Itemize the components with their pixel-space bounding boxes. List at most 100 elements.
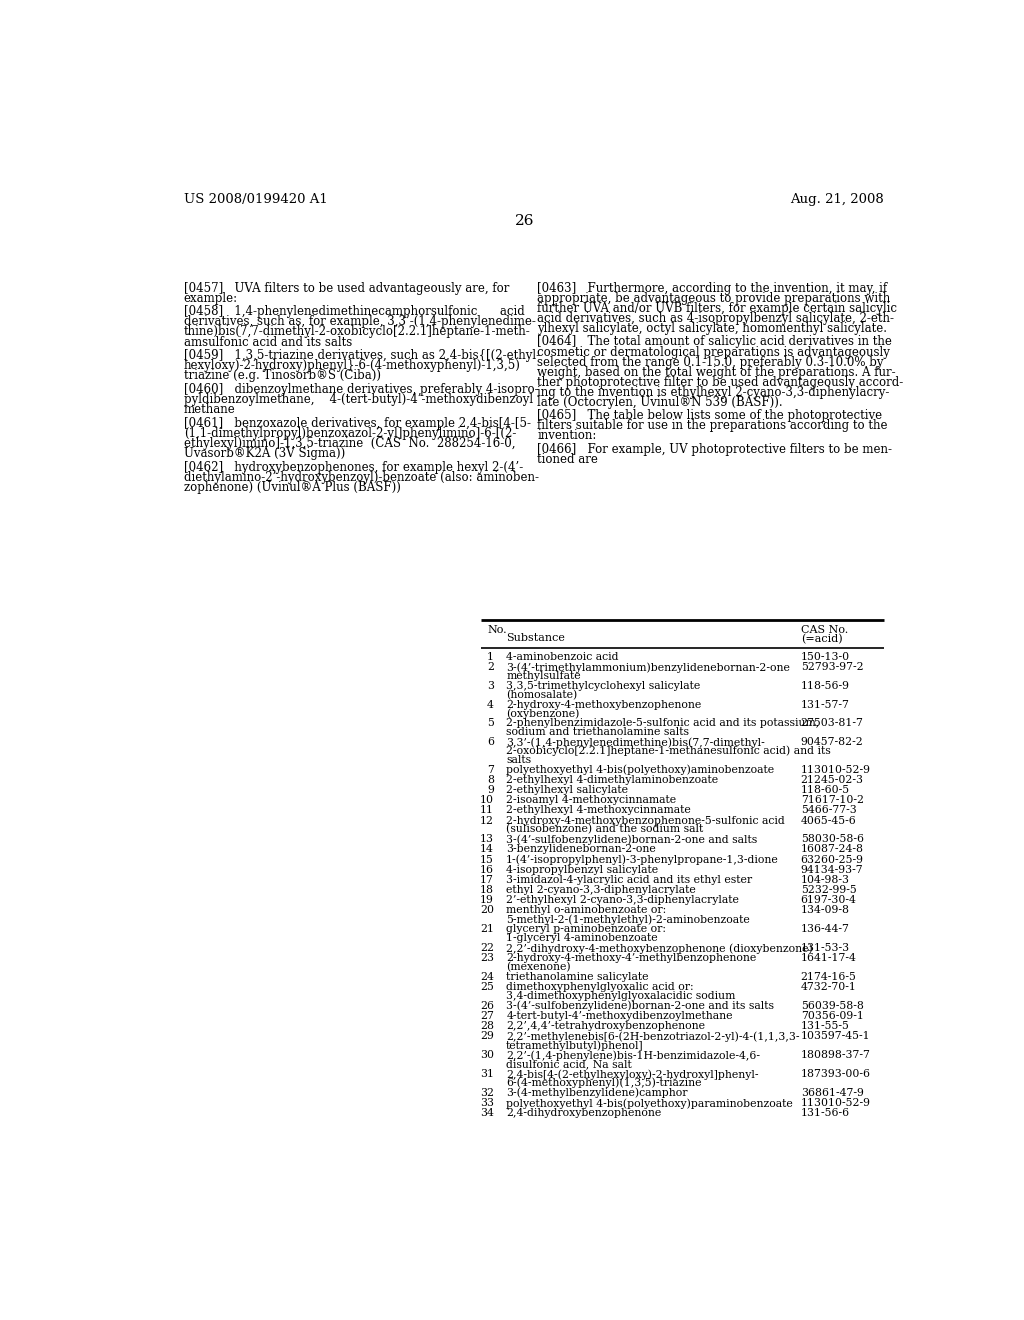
Text: 36861-47-9: 36861-47-9 bbox=[801, 1088, 863, 1098]
Text: 3-(4’-sulfobenzylidene)bornan-2-one and salts: 3-(4’-sulfobenzylidene)bornan-2-one and … bbox=[506, 834, 758, 845]
Text: 4732-70-1: 4732-70-1 bbox=[801, 982, 856, 993]
Text: 3,3’-(1,4-phenylenedimethine)bis(7,7-dimethyl-: 3,3’-(1,4-phenylenedimethine)bis(7,7-dim… bbox=[506, 738, 765, 748]
Text: 6197-30-4: 6197-30-4 bbox=[801, 895, 856, 906]
Text: 13: 13 bbox=[480, 834, 494, 845]
Text: 2: 2 bbox=[486, 663, 494, 672]
Text: 2174-16-5: 2174-16-5 bbox=[801, 972, 856, 982]
Text: 2,4-bis[4-(2-ethylhexyloxy)-2-hydroxyl]phenyl-: 2,4-bis[4-(2-ethylhexyloxy)-2-hydroxyl]p… bbox=[506, 1069, 759, 1080]
Text: [0460]   dibenzoylmethane derivatives, preferably 4-isopro-: [0460] dibenzoylmethane derivatives, pre… bbox=[183, 383, 539, 396]
Text: 2-isoamyl 4-methoxycinnamate: 2-isoamyl 4-methoxycinnamate bbox=[506, 795, 676, 805]
Text: 1-(4’-isopropylphenyl)-3-phenylpropane-1,3-dione: 1-(4’-isopropylphenyl)-3-phenylpropane-1… bbox=[506, 854, 779, 865]
Text: 3-imidazol-4-ylacrylic acid and its ethyl ester: 3-imidazol-4-ylacrylic acid and its ethy… bbox=[506, 875, 753, 884]
Text: [0466]   For example, UV photoprotective filters to be men-: [0466] For example, UV photoprotective f… bbox=[538, 444, 892, 457]
Text: polyethoxyethyl 4-bis(polyethoxy)paraminobenzoate: polyethoxyethyl 4-bis(polyethoxy)paramin… bbox=[506, 1098, 793, 1109]
Text: hexyloxy)-2-hydroxy)phenyl}-6-(4-methoxyphenyl)-1,3,5): hexyloxy)-2-hydroxy)phenyl}-6-(4-methoxy… bbox=[183, 359, 520, 372]
Text: 2’-ethylhexyl 2-cyano-3,3-diphenylacrylate: 2’-ethylhexyl 2-cyano-3,3-diphenylacryla… bbox=[506, 895, 739, 906]
Text: ing to the invention is ethylhexyl 2-cyano-3,3-diphenylacry-: ing to the invention is ethylhexyl 2-cya… bbox=[538, 385, 890, 399]
Text: 25: 25 bbox=[480, 982, 494, 993]
Text: 3-(4-methylbenzylidene)camphor: 3-(4-methylbenzylidene)camphor bbox=[506, 1088, 688, 1098]
Text: [0457]   UVA filters to be used advantageously are, for: [0457] UVA filters to be used advantageo… bbox=[183, 281, 509, 294]
Text: 15: 15 bbox=[480, 854, 494, 865]
Text: 70356-09-1: 70356-09-1 bbox=[801, 1011, 863, 1022]
Text: 2-ethylhexyl 4-methoxycinnamate: 2-ethylhexyl 4-methoxycinnamate bbox=[506, 805, 691, 816]
Text: 6-(4-methoxyphenyl)(1,3,5)-triazine: 6-(4-methoxyphenyl)(1,3,5)-triazine bbox=[506, 1077, 701, 1088]
Text: (1,1-dimethylpropyl)benzoxazol-2-yl]phenylimino]-6-[(2-: (1,1-dimethylpropyl)benzoxazol-2-yl]phen… bbox=[183, 428, 516, 440]
Text: 131-56-6: 131-56-6 bbox=[801, 1107, 850, 1118]
Text: 1: 1 bbox=[486, 652, 494, 661]
Text: 3,4-dimethoxyphenylglyoxalacidic sodium: 3,4-dimethoxyphenylglyoxalacidic sodium bbox=[506, 991, 735, 1001]
Text: 104-98-3: 104-98-3 bbox=[801, 875, 850, 884]
Text: 2,2’-dihydroxy-4-methoxybenzophenone (dioxybenzone): 2,2’-dihydroxy-4-methoxybenzophenone (di… bbox=[506, 942, 813, 953]
Text: 131-53-3: 131-53-3 bbox=[801, 942, 850, 953]
Text: methane: methane bbox=[183, 404, 236, 416]
Text: late (Octocrylen, Uvinul®N 539 (BASF)).: late (Octocrylen, Uvinul®N 539 (BASF)). bbox=[538, 396, 782, 409]
Text: 131-55-5: 131-55-5 bbox=[801, 1022, 850, 1031]
Text: acid derivatives, such as 4-isopropylbenzyl salicylate, 2-eth-: acid derivatives, such as 4-isopropylben… bbox=[538, 312, 894, 325]
Text: 2-hydroxy-4-methoxybenzophenone: 2-hydroxy-4-methoxybenzophenone bbox=[506, 700, 701, 710]
Text: 7: 7 bbox=[487, 764, 494, 775]
Text: 16087-24-8: 16087-24-8 bbox=[801, 845, 863, 854]
Text: methylsulfate: methylsulfate bbox=[506, 671, 581, 681]
Text: [0458]   1,4-phenylenedimethinecamphorsulfonic      acid: [0458] 1,4-phenylenedimethinecamphorsulf… bbox=[183, 305, 524, 318]
Text: ethylexyl)imino]-1,3,5-triazine  (CAS  No.  288254-16-0,: ethylexyl)imino]-1,3,5-triazine (CAS No.… bbox=[183, 437, 515, 450]
Text: US 2008/0199420 A1: US 2008/0199420 A1 bbox=[183, 193, 328, 206]
Text: 136-44-7: 136-44-7 bbox=[801, 924, 850, 935]
Text: sodium and triethanolamine salts: sodium and triethanolamine salts bbox=[506, 727, 689, 737]
Text: [0459]   1,3,5-triazine derivatives, such as 2,4-bis{[(2-ethyl-: [0459] 1,3,5-triazine derivatives, such … bbox=[183, 350, 540, 363]
Text: 180898-37-7: 180898-37-7 bbox=[801, 1051, 870, 1060]
Text: 2-ethylhexyl 4-dimethylaminobenzoate: 2-ethylhexyl 4-dimethylaminobenzoate bbox=[506, 775, 718, 785]
Text: (=acid): (=acid) bbox=[801, 634, 843, 644]
Text: 4: 4 bbox=[487, 700, 494, 710]
Text: 2-hydroxy-4-methoxy-4’-methylbenzophenone: 2-hydroxy-4-methoxy-4’-methylbenzophenon… bbox=[506, 953, 757, 964]
Text: 2,2’,4,4’-tetrahydroxybenzophenone: 2,2’,4,4’-tetrahydroxybenzophenone bbox=[506, 1022, 706, 1031]
Text: selected from the range 0.1-15.0, preferably 0.3-10.0% by: selected from the range 0.1-15.0, prefer… bbox=[538, 355, 884, 368]
Text: 90457-82-2: 90457-82-2 bbox=[801, 738, 863, 747]
Text: 8: 8 bbox=[486, 775, 494, 785]
Text: 113010-52-9: 113010-52-9 bbox=[801, 1098, 870, 1107]
Text: Uvasorb®K2A (3V Sigma)): Uvasorb®K2A (3V Sigma)) bbox=[183, 447, 345, 461]
Text: 134-09-8: 134-09-8 bbox=[801, 906, 850, 916]
Text: ylhexyl salicylate, octyl salicylate, homomenthyl salicylate.: ylhexyl salicylate, octyl salicylate, ho… bbox=[538, 322, 887, 335]
Text: [0461]   benzoxazole derivatives, for example 2,4-bis[4-[5-: [0461] benzoxazole derivatives, for exam… bbox=[183, 417, 530, 430]
Text: cosmetic or dermatological preparations is advantageously: cosmetic or dermatological preparations … bbox=[538, 346, 890, 359]
Text: pyldibenzoylmethane,    4-(tert-butyl)-4’-methoxydibenzoyl: pyldibenzoylmethane, 4-(tert-butyl)-4’-m… bbox=[183, 393, 532, 407]
Text: 24: 24 bbox=[480, 972, 494, 982]
Text: 4-aminobenzoic acid: 4-aminobenzoic acid bbox=[506, 652, 618, 661]
Text: 27: 27 bbox=[480, 1011, 494, 1022]
Text: tetramethylbutyl)phenol]: tetramethylbutyl)phenol] bbox=[506, 1040, 644, 1051]
Text: zophenone) (Uvinul®A Plus (BASF)): zophenone) (Uvinul®A Plus (BASF)) bbox=[183, 480, 400, 494]
Text: 20: 20 bbox=[480, 906, 494, 916]
Text: diethylamino-2’-hydroxybenzoyl)-benzoate (also: aminoben-: diethylamino-2’-hydroxybenzoyl)-benzoate… bbox=[183, 471, 539, 484]
Text: 71617-10-2: 71617-10-2 bbox=[801, 795, 863, 805]
Text: 19: 19 bbox=[480, 895, 494, 906]
Text: 3-benzylidenebornan-2-one: 3-benzylidenebornan-2-one bbox=[506, 845, 656, 854]
Text: 2,2’-methylenebis[6-(2H-benzotriazol-2-yl)-4-(1,1,3,3-: 2,2’-methylenebis[6-(2H-benzotriazol-2-y… bbox=[506, 1031, 800, 1041]
Text: 31: 31 bbox=[480, 1069, 494, 1078]
Text: example:: example: bbox=[183, 292, 238, 305]
Text: 3-(4’-trimethylammonium)benzylidenebornan-2-one: 3-(4’-trimethylammonium)benzylideneborna… bbox=[506, 663, 791, 673]
Text: 5-methyl-2-(1-methylethyl)-2-aminobenzoate: 5-methyl-2-(1-methylethyl)-2-aminobenzoa… bbox=[506, 913, 750, 924]
Text: thine)bis(7,7-dimethyl-2-oxobicyclo[2.2.1]heptane-1-meth-: thine)bis(7,7-dimethyl-2-oxobicyclo[2.2.… bbox=[183, 326, 530, 338]
Text: 2,2’-(1,4-phenylene)bis-1H-benzimidazole-4,6-: 2,2’-(1,4-phenylene)bis-1H-benzimidazole… bbox=[506, 1051, 760, 1061]
Text: 2-ethylhexyl salicylate: 2-ethylhexyl salicylate bbox=[506, 785, 628, 795]
Text: 10: 10 bbox=[480, 795, 494, 805]
Text: dimethoxyphenylglyoxalic acid or:: dimethoxyphenylglyoxalic acid or: bbox=[506, 982, 694, 993]
Text: 18: 18 bbox=[480, 886, 494, 895]
Text: 26: 26 bbox=[515, 214, 535, 228]
Text: 23: 23 bbox=[480, 953, 494, 964]
Text: appropriate, be advantageous to provide preparations with: appropriate, be advantageous to provide … bbox=[538, 292, 891, 305]
Text: CAS No.: CAS No. bbox=[801, 626, 848, 635]
Text: 63260-25-9: 63260-25-9 bbox=[801, 854, 863, 865]
Text: (sulisobenzone) and the sodium salt: (sulisobenzone) and the sodium salt bbox=[506, 824, 703, 834]
Text: 9: 9 bbox=[487, 785, 494, 795]
Text: 33: 33 bbox=[480, 1098, 494, 1107]
Text: 103597-45-1: 103597-45-1 bbox=[801, 1031, 870, 1041]
Text: Substance: Substance bbox=[506, 634, 565, 643]
Text: 2,4-dihydroxybenzophenone: 2,4-dihydroxybenzophenone bbox=[506, 1107, 662, 1118]
Text: 12: 12 bbox=[480, 816, 494, 825]
Text: 113010-52-9: 113010-52-9 bbox=[801, 764, 870, 775]
Text: (homosalate): (homosalate) bbox=[506, 689, 578, 700]
Text: 56039-58-8: 56039-58-8 bbox=[801, 1001, 863, 1011]
Text: 4-isopropylbenzyl salicylate: 4-isopropylbenzyl salicylate bbox=[506, 865, 658, 875]
Text: 22: 22 bbox=[480, 942, 494, 953]
